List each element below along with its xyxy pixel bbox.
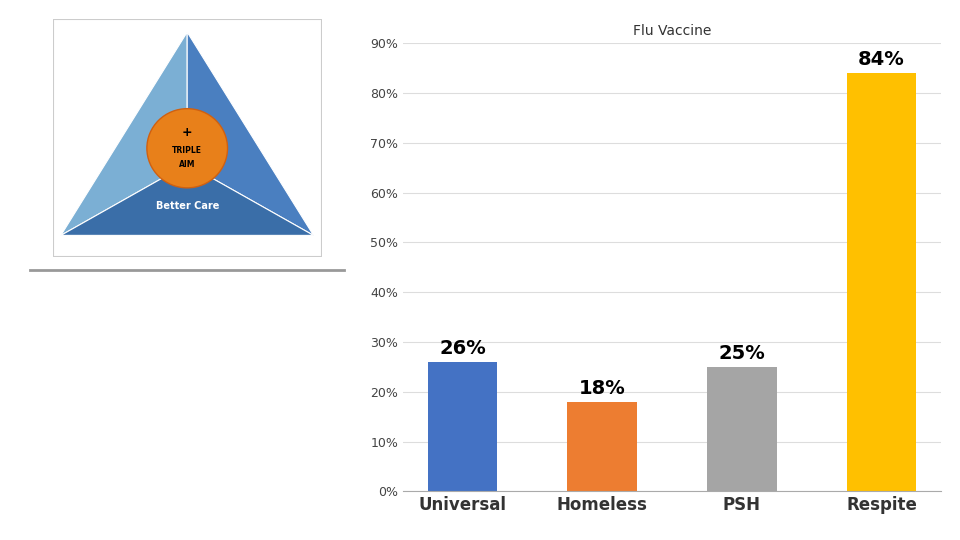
- Polygon shape: [60, 164, 314, 235]
- Polygon shape: [187, 32, 314, 235]
- Text: Improve Health: Improve Health: [90, 90, 139, 148]
- Text: 26%: 26%: [439, 339, 486, 358]
- Bar: [427, 362, 497, 491]
- Text: Lower Costs: Lower Costs: [240, 96, 279, 143]
- Text: Reduction in
Communicable
Disease: Reduction in Communicable Disease: [62, 350, 312, 470]
- Bar: [707, 367, 777, 491]
- Bar: [567, 402, 637, 491]
- Polygon shape: [60, 32, 187, 235]
- Text: 84%: 84%: [858, 50, 905, 69]
- Text: AIM: AIM: [179, 160, 196, 168]
- Title: Flu Vaccine: Flu Vaccine: [633, 24, 711, 38]
- Text: Better Care: Better Care: [156, 201, 219, 211]
- Bar: [847, 73, 917, 491]
- Text: +: +: [181, 126, 193, 139]
- Text: 25%: 25%: [718, 344, 765, 363]
- FancyBboxPatch shape: [53, 19, 322, 256]
- Text: 18%: 18%: [579, 379, 626, 398]
- Circle shape: [147, 109, 228, 188]
- Text: TRIPLE: TRIPLE: [172, 146, 203, 156]
